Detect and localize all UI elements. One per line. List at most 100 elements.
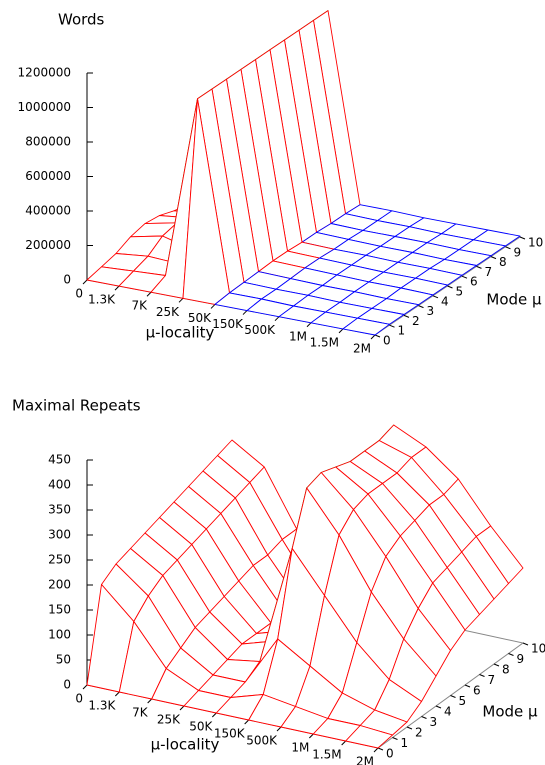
y-tick-label: 4 bbox=[444, 705, 452, 719]
x-axis-title: μ-locality bbox=[151, 736, 220, 754]
z-tick-label: 1000000 bbox=[18, 100, 71, 114]
y-tick bbox=[508, 653, 514, 656]
y-tick bbox=[403, 314, 410, 318]
y-tick bbox=[392, 737, 398, 740]
x-tick-label: 150K bbox=[214, 727, 246, 741]
x-tick bbox=[147, 698, 153, 704]
y-tick-label: 8 bbox=[499, 255, 507, 269]
x-tick-label: 1M bbox=[291, 741, 309, 755]
y-tick bbox=[432, 295, 439, 299]
x-tick bbox=[308, 733, 314, 739]
z-tick-label: 200 bbox=[48, 578, 71, 592]
y-tick-label: 7 bbox=[488, 673, 496, 687]
y-tick-label: 3 bbox=[430, 715, 438, 729]
y-tick bbox=[374, 334, 381, 338]
y-tick bbox=[519, 236, 526, 240]
z-tick-label: 200000 bbox=[25, 238, 71, 252]
x-tick bbox=[82, 279, 88, 285]
y-tick bbox=[377, 747, 384, 751]
x-tick-label: 1.3K bbox=[88, 699, 116, 713]
x-tick-label: 25K bbox=[157, 713, 181, 727]
x-tick-label: 1.3K bbox=[88, 293, 116, 307]
y-tick bbox=[493, 663, 500, 667]
y-tick bbox=[450, 695, 456, 698]
y-tick-label: 10 bbox=[531, 642, 545, 656]
y-tick-label: 7 bbox=[485, 265, 493, 279]
x-tick-label: 500K bbox=[246, 734, 278, 748]
y-tick bbox=[476, 265, 482, 269]
x-tick-label: 50K bbox=[188, 311, 212, 325]
z-tick-label: 450 bbox=[48, 453, 71, 467]
x-tick-label: 25K bbox=[156, 305, 180, 319]
x-tick-label: 2M bbox=[353, 342, 371, 356]
x-tick bbox=[146, 291, 152, 297]
x-tick-label: 50K bbox=[189, 720, 213, 734]
x-tick bbox=[178, 297, 184, 303]
x-tick bbox=[114, 691, 120, 697]
x-tick bbox=[211, 712, 217, 718]
z-tick-label: 350 bbox=[48, 503, 71, 517]
z-tick-label: 50 bbox=[56, 653, 71, 667]
y-tick-label: 8 bbox=[502, 663, 510, 677]
x-tick-label: 150K bbox=[212, 317, 244, 331]
x-axis-title: μ-locality bbox=[146, 324, 215, 342]
z-tick-label: 400 bbox=[48, 478, 71, 492]
z-tick-label: 0 bbox=[63, 273, 71, 287]
chart: Words μ-locality Mode μ 0 200000 400000 600000… bbox=[18, 10, 543, 356]
y-tick-label: 3 bbox=[427, 304, 435, 318]
x-tick bbox=[276, 726, 282, 732]
y-axis-title: Mode μ bbox=[482, 703, 538, 721]
y-tick-label: 9 bbox=[514, 245, 522, 259]
y-tick-label: 4 bbox=[441, 294, 449, 308]
y-tick-label: 1 bbox=[401, 736, 409, 750]
y-tick bbox=[461, 275, 468, 279]
x-tick-label: 7K bbox=[132, 706, 149, 720]
z-tick-label: 1200000 bbox=[18, 66, 71, 80]
y-tick-label: 2 bbox=[412, 314, 420, 328]
x-tick bbox=[341, 740, 347, 746]
y-tick bbox=[522, 642, 529, 646]
z-tick-label: 600000 bbox=[25, 169, 71, 183]
x-tick-label: 7K bbox=[131, 299, 148, 313]
y-tick-label: 2 bbox=[415, 726, 423, 740]
z-tick-label: 150 bbox=[48, 603, 71, 617]
y-tick-label: 5 bbox=[459, 694, 467, 708]
z-tick-label: 100 bbox=[48, 628, 71, 642]
y-tick bbox=[421, 716, 427, 719]
x-tick bbox=[244, 719, 250, 725]
x-tick bbox=[114, 285, 120, 291]
x-tick-label: 1.5M bbox=[310, 335, 339, 349]
x-tick-label: 1.5M bbox=[312, 748, 341, 762]
x-tick bbox=[370, 334, 376, 340]
y-tick-label: 6 bbox=[470, 275, 478, 289]
x-tick bbox=[373, 747, 379, 753]
x-tick bbox=[242, 310, 248, 315]
x-tick-label: 500K bbox=[244, 323, 276, 337]
z-tick-label: 300 bbox=[48, 528, 71, 542]
surface-cell bbox=[342, 317, 390, 336]
y-tick-label: 1 bbox=[398, 324, 406, 338]
surface-cell bbox=[345, 725, 393, 749]
y-tick bbox=[490, 256, 497, 260]
x-tick bbox=[210, 304, 216, 309]
z-tick-label: 0 bbox=[63, 678, 71, 692]
chart-title: Maximal Repeats bbox=[12, 397, 141, 415]
y-tick bbox=[435, 705, 442, 709]
y-tick bbox=[418, 305, 424, 309]
y-tick-label: 10 bbox=[528, 236, 543, 250]
x-tick bbox=[179, 705, 185, 711]
y-tick bbox=[406, 726, 413, 730]
z-tick-label: 800000 bbox=[25, 135, 71, 149]
x-tick-label: 2M bbox=[356, 755, 374, 765]
y-tick bbox=[447, 285, 453, 289]
chart-title: Words bbox=[58, 11, 105, 29]
y-tick-label: 0 bbox=[386, 747, 394, 761]
x-tick bbox=[306, 322, 312, 328]
y-tick bbox=[389, 324, 395, 328]
y-tick bbox=[479, 674, 485, 677]
x-tick bbox=[338, 328, 344, 334]
y-tick bbox=[464, 684, 471, 688]
x-tick bbox=[82, 684, 88, 690]
